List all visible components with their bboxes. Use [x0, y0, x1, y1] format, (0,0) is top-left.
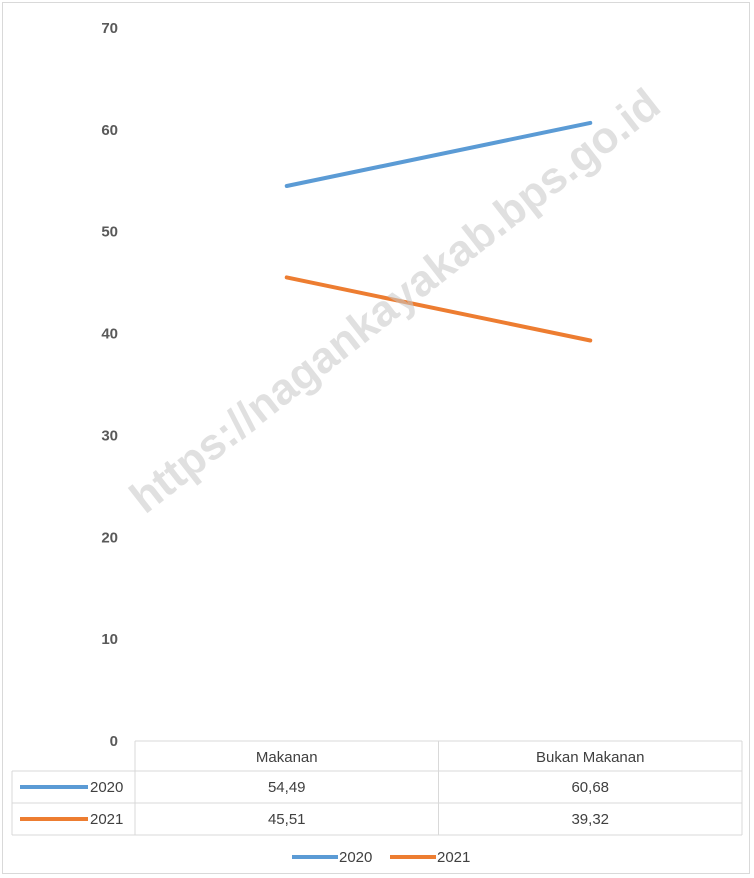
category-label: Bukan Makanan [536, 749, 644, 766]
data-table-rows: 2020 54,49 60,68 2021 45,51 39,32 [20, 779, 609, 828]
table-cell-value: 39,32 [571, 811, 609, 828]
table-cell-value: 45,51 [268, 811, 306, 828]
legend: 2020 2021 [292, 849, 470, 866]
y-tick-label: 70 [101, 20, 118, 37]
data-table-headers: Makanan Bukan Makanan [256, 749, 645, 766]
y-tick-label: 20 [101, 529, 118, 546]
category-label: Makanan [256, 749, 318, 766]
y-tick-label: 40 [101, 326, 118, 343]
y-tick-label: 0 [110, 733, 118, 750]
watermark-text: https://nagankayakab.bps.go.id [121, 79, 669, 523]
data-table-grid [11, 740, 743, 836]
y-tick-label: 50 [101, 224, 118, 241]
legend-label: 2021 [437, 849, 470, 866]
table-cell-value: 54,49 [268, 779, 306, 796]
table-series-name: 2020 [90, 779, 123, 796]
series-line-2020 [284, 120, 593, 188]
y-tick-label: 60 [101, 122, 118, 139]
table-cell-value: 60,68 [571, 779, 609, 796]
y-tick-label: 10 [101, 631, 118, 648]
series-lines [284, 120, 593, 343]
table-series-name: 2021 [90, 811, 123, 828]
legend-label: 2020 [339, 849, 372, 866]
y-tick-label: 30 [101, 427, 118, 444]
y-axis-ticks: 0 10 20 30 40 50 60 70 [101, 20, 118, 750]
series-line-2021 [284, 275, 593, 343]
